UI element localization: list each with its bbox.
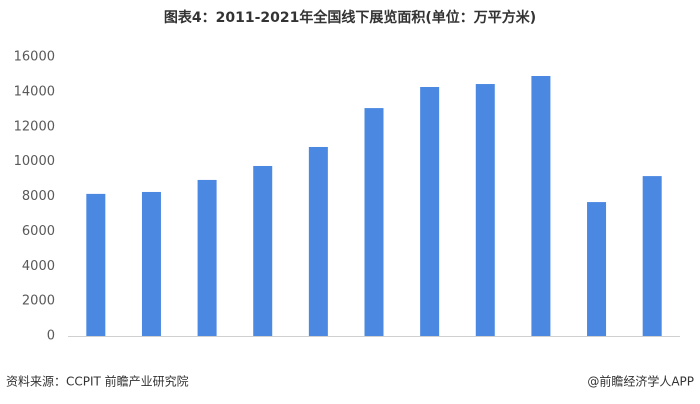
source: 资料来源：CCPIT 前瞻产业研究院 (6, 374, 189, 389)
y-tick-label: 14000 (14, 84, 55, 99)
bar (197, 179, 217, 336)
y-tick-label: 4000 (22, 259, 55, 274)
bar (531, 76, 551, 337)
bar (642, 176, 662, 336)
y-tick-label: 16000 (14, 50, 55, 65)
y-tick-label: 12000 (14, 119, 55, 134)
y-tick-label: 10000 (14, 154, 55, 169)
bar (587, 202, 607, 336)
bar (86, 193, 106, 336)
credit: @前瞻经济学人APP (587, 374, 694, 389)
bar (308, 146, 328, 336)
y-tick-label: 2000 (22, 294, 55, 309)
bar (420, 86, 440, 337)
bar (364, 108, 384, 336)
chart-title: 图表4：2011-2021年全国线下展览面积(单位：万平方米) (164, 9, 536, 26)
y-tick-label: 0 (47, 329, 55, 344)
bar (141, 191, 161, 336)
y-tick-label: 8000 (22, 189, 55, 204)
bar (475, 84, 495, 336)
bar (253, 165, 273, 336)
y-tick-label: 6000 (22, 224, 55, 239)
